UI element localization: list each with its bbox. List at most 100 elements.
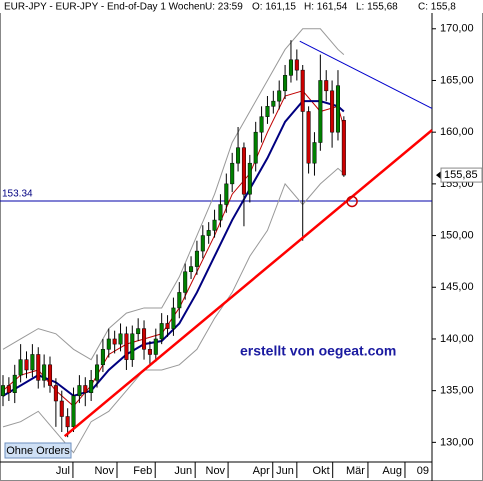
candle-body xyxy=(288,59,293,76)
x-tick-label: Jul xyxy=(56,465,70,477)
candle-body xyxy=(124,333,129,360)
y-tick-label: 140,00 xyxy=(440,333,474,345)
header-text: L: 155,68 xyxy=(356,2,398,13)
candle-body xyxy=(335,85,340,133)
header-text: O: 161,15 xyxy=(252,2,296,13)
candle-body xyxy=(324,80,329,92)
candle-body xyxy=(230,162,235,185)
candle-body xyxy=(83,385,88,393)
candle-body xyxy=(48,364,53,386)
candle-body xyxy=(177,292,182,309)
header-text: U: 23:59 xyxy=(205,2,243,13)
y-tick-label: 130,00 xyxy=(440,436,474,448)
candle-body xyxy=(330,90,335,133)
candle-body xyxy=(247,162,252,195)
x-tick-label: Nov xyxy=(206,465,226,477)
candle-body xyxy=(300,69,305,112)
candle-body xyxy=(159,323,164,340)
last-price-box xyxy=(440,167,483,183)
header: EUR-JPY - EUR-JPY - End-of-Day 1 Wochen U… xyxy=(4,2,456,13)
overlay-line xyxy=(63,129,433,438)
overlay-line xyxy=(2,100,345,397)
x-tick-label: Jun xyxy=(276,465,294,477)
orders-button-label[interactable]: Ohne Orders xyxy=(6,445,70,457)
x-tick-label: Mär xyxy=(346,465,365,477)
candle-body xyxy=(118,333,123,345)
x-tick-label: Apr xyxy=(253,465,270,477)
candle-body xyxy=(206,230,211,236)
y-tick-label: 165,00 xyxy=(440,74,474,86)
candle-body xyxy=(100,349,105,366)
y-tick-label: 135,00 xyxy=(440,385,474,397)
circle-marker xyxy=(346,195,358,208)
candle-body xyxy=(218,204,223,221)
candle-body xyxy=(312,142,317,164)
candle-body xyxy=(224,183,229,205)
candle-body xyxy=(30,354,35,371)
candle-body xyxy=(165,323,170,329)
last-price-label: 155,85 xyxy=(444,169,478,181)
candle-body xyxy=(71,395,76,428)
y-tick-label: 150,00 xyxy=(440,229,474,241)
candle-body xyxy=(306,111,311,164)
candle-body xyxy=(77,385,82,397)
candle-body xyxy=(42,364,47,381)
candle-body xyxy=(106,338,111,350)
candle-body xyxy=(183,271,188,293)
candle-body xyxy=(53,385,58,402)
candle-body xyxy=(200,235,205,252)
orders-button[interactable] xyxy=(4,442,72,459)
candle-body xyxy=(153,338,158,355)
candle-body xyxy=(130,333,135,360)
y-tick-label: 170,00 xyxy=(440,23,474,35)
candle-body xyxy=(136,328,141,335)
candle-body xyxy=(283,75,288,92)
candle-body xyxy=(89,380,94,393)
candle-body xyxy=(277,90,282,102)
x-tick-label: Jun xyxy=(174,465,192,477)
candle-body xyxy=(18,359,23,376)
candle-body xyxy=(212,219,217,231)
candle-body xyxy=(341,120,346,176)
horizontal-line-label: 153.34 xyxy=(2,189,33,200)
watermark: erstellt von oegeat.com xyxy=(240,343,396,359)
candle-body xyxy=(12,374,17,393)
candle-body xyxy=(265,106,270,117)
candle-body xyxy=(142,328,147,350)
y-tick-label: 145,00 xyxy=(440,281,474,293)
overlay-line xyxy=(299,40,433,109)
candle-body xyxy=(236,147,241,164)
candle-body xyxy=(147,349,152,355)
candle-body xyxy=(24,359,29,371)
candle-body xyxy=(189,266,194,273)
candle-body xyxy=(36,354,41,381)
x-tick-label: Okt xyxy=(313,465,330,477)
y-tick-label: 160,00 xyxy=(440,126,474,138)
candle-body xyxy=(318,80,323,143)
candle-body xyxy=(294,59,299,71)
candle-body xyxy=(65,416,70,428)
header-text: EUR-JPY - EUR-JPY - End-of-Day 1 Wochen xyxy=(4,2,205,13)
header-bar xyxy=(0,0,483,13)
candle-body xyxy=(59,400,64,417)
plot-area: 153.34 xyxy=(0,28,433,454)
candle-body xyxy=(171,307,176,329)
x-tick-label: Feb xyxy=(133,465,152,477)
candle-body xyxy=(194,250,199,267)
x-tick-label: 09 xyxy=(417,465,429,477)
overlay-line xyxy=(2,167,345,454)
candle-body xyxy=(253,131,258,164)
x-tick-label: Aug xyxy=(382,465,402,477)
candle-body xyxy=(259,116,264,133)
candle-body xyxy=(0,385,6,397)
candle-body xyxy=(95,364,100,381)
overlay-line xyxy=(2,28,345,361)
candle-body xyxy=(112,338,117,345)
last-price-pointer xyxy=(436,171,441,180)
x-tick-label: Nov xyxy=(94,465,114,477)
candle-body xyxy=(6,385,11,393)
candle-body xyxy=(271,100,276,107)
header-text: H: 161,54 xyxy=(304,2,348,13)
